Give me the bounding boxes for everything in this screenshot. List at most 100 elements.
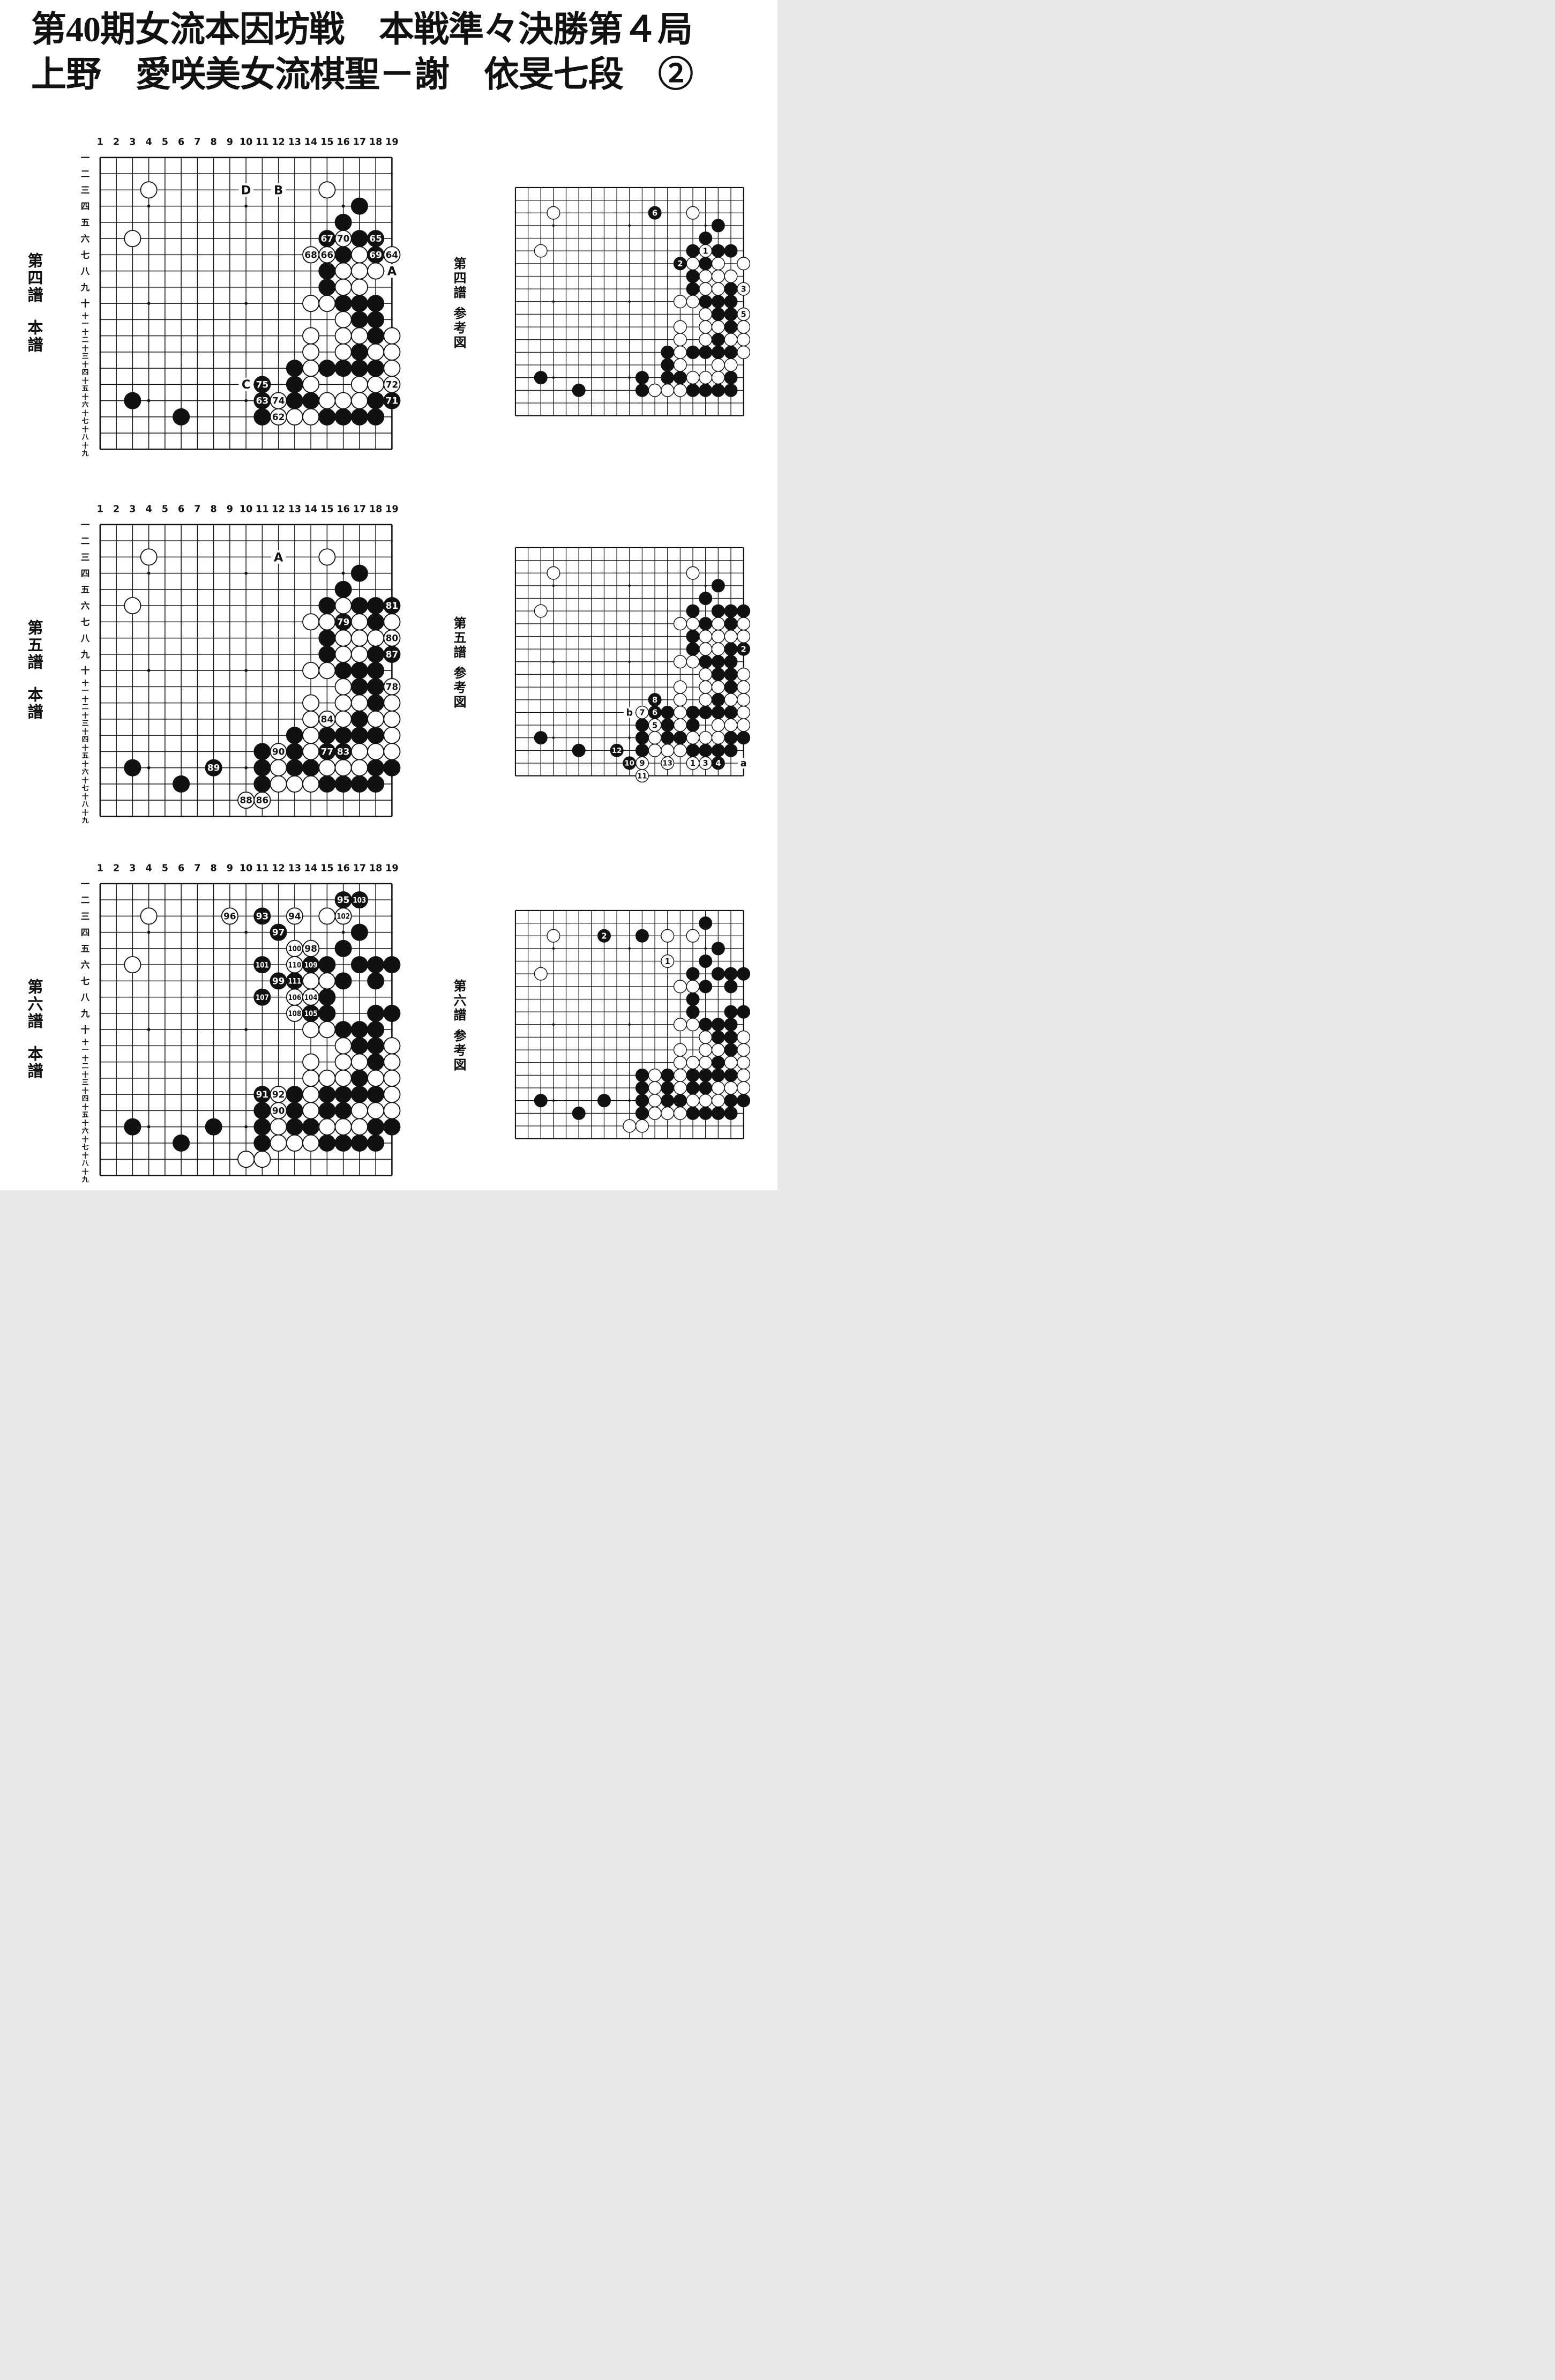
- white-stone: [124, 230, 141, 248]
- white-stone: [334, 710, 352, 728]
- white-stone: [334, 678, 352, 696]
- black-stone: [661, 705, 675, 719]
- kifu-page: 第40期女流本因坊戦 本戦準々決勝第４局 上野 愛咲美女流棋聖－謝 依旻七段 ② …: [0, 0, 777, 1190]
- black-stone: [711, 693, 725, 707]
- black-stone: [286, 1102, 304, 1120]
- black-stone: [711, 307, 725, 322]
- row-label: 四: [81, 569, 90, 579]
- black-stone: [661, 718, 675, 732]
- svg-text:D: D: [241, 183, 251, 197]
- white-stone: [711, 358, 725, 372]
- white-stone: [673, 705, 687, 719]
- svg-text:5: 5: [652, 721, 657, 730]
- black-stone: [367, 694, 385, 712]
- black-stone: [334, 1086, 352, 1103]
- move-102-stone: 102: [334, 907, 352, 925]
- black-stone: [367, 392, 385, 409]
- white-stone: [318, 1069, 336, 1087]
- move-95-stone: 95: [334, 891, 352, 909]
- white-stone: [737, 333, 751, 347]
- black-stone: [318, 262, 336, 280]
- white-stone: [673, 383, 687, 397]
- row-label: 一: [81, 520, 90, 530]
- move-5-stone: 5: [648, 718, 662, 732]
- black-stone: [724, 642, 738, 656]
- white-stone: [673, 1056, 687, 1070]
- black-stone: [661, 1068, 675, 1082]
- white-stone: [286, 775, 304, 793]
- row-label: 十: [82, 695, 89, 703]
- row-label: 六: [82, 400, 89, 408]
- row-label: 一: [82, 1046, 89, 1054]
- move-90-stone: 90: [270, 1102, 287, 1120]
- white-stone: [699, 371, 713, 385]
- white-stone: [648, 1081, 662, 1095]
- row-label: 八: [81, 993, 90, 1003]
- svg-text:2: 2: [741, 645, 746, 654]
- star-point: [147, 571, 151, 575]
- star-point: [244, 669, 248, 673]
- white-stone: [699, 333, 713, 347]
- point-label-C: C: [238, 377, 253, 392]
- white-stone: [699, 1030, 713, 1044]
- white-stone: [334, 597, 352, 615]
- black-stone: [661, 358, 675, 372]
- row-label: 二: [82, 335, 89, 344]
- black-stone: [253, 1118, 271, 1136]
- move-63-stone: 63: [253, 392, 271, 409]
- black-stone: [350, 1086, 369, 1103]
- black-stone: [711, 1056, 725, 1070]
- white-stone: [699, 642, 713, 656]
- black-stone: [124, 392, 141, 409]
- move-84-stone: 84: [318, 710, 336, 728]
- black-stone: [661, 1081, 675, 1095]
- white-stone: [383, 1086, 401, 1103]
- black-stone: [350, 343, 369, 361]
- move-2-stone: 2: [597, 929, 611, 943]
- white-stone: [140, 548, 158, 566]
- white-stone: [673, 333, 687, 347]
- row-label: 十: [82, 760, 89, 768]
- white-stone: [686, 929, 700, 943]
- black-stone: [711, 743, 725, 757]
- diagram-number-label-dai4-honpu: 第四譜: [25, 252, 42, 304]
- move-3-stone: 3: [737, 282, 751, 296]
- white-stone: [711, 257, 725, 271]
- black-stone: [318, 775, 336, 793]
- row-label: 十: [82, 712, 89, 720]
- svg-text:77: 77: [321, 747, 334, 757]
- black-stone: [253, 408, 271, 426]
- white-stone: [686, 731, 700, 745]
- move-11-stone: 11: [635, 769, 649, 783]
- white-stone: [686, 655, 700, 669]
- star-point: [704, 947, 707, 950]
- white-stone: [383, 1102, 401, 1120]
- go-board-svg-dai6-honpu: 1 2 3 4 5 6 7 8 9 10 11 12 13 14 15 16 17 18 19一二三四五六七八九十十…: [80, 863, 401, 1183]
- row-label: 十: [82, 377, 89, 385]
- col-label: 18: [369, 863, 382, 874]
- col-label: 9: [227, 137, 233, 147]
- move-103-stone: 103: [350, 891, 369, 909]
- black-stone: [367, 678, 385, 696]
- black-stone: [367, 956, 385, 974]
- black-stone: [699, 743, 713, 757]
- white-stone: [635, 1119, 649, 1133]
- black-stone: [205, 1118, 222, 1136]
- col-label: 9: [227, 863, 233, 874]
- white-stone: [673, 320, 687, 334]
- white-stone: [350, 1053, 369, 1071]
- black-stone: [334, 360, 352, 377]
- white-stone: [737, 1081, 751, 1095]
- svg-text:90: 90: [272, 747, 285, 757]
- black-stone: [711, 942, 725, 956]
- black-stone: [318, 1134, 336, 1152]
- col-label: 16: [337, 137, 350, 147]
- move-2-stone: 2: [673, 257, 687, 271]
- white-stone: [302, 1134, 320, 1152]
- svg-text:13: 13: [663, 760, 672, 768]
- white-stone: [737, 693, 751, 707]
- black-stone: [737, 967, 751, 981]
- black-stone: [318, 278, 336, 296]
- white-stone: [673, 680, 687, 694]
- col-label: 1: [97, 863, 103, 874]
